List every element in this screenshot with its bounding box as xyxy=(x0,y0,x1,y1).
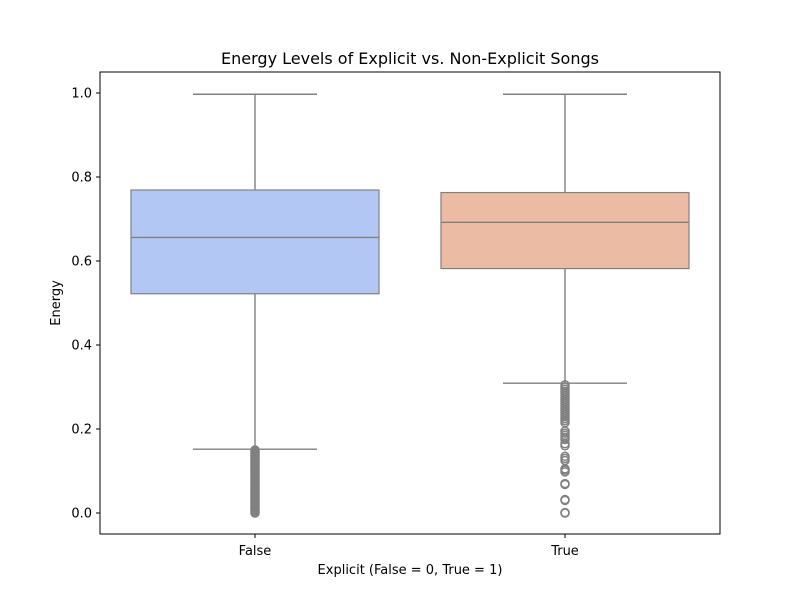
box-true xyxy=(440,93,690,518)
box-false xyxy=(130,93,380,518)
outlier-point xyxy=(560,478,570,489)
x-axis-label: Explicit (False = 0, True = 1) xyxy=(318,563,503,578)
y-axis: 0.0 0.2 0.4 0.6 0.8 1.0 xyxy=(71,87,100,522)
outlier-point xyxy=(250,445,260,455)
outlier-point xyxy=(560,380,570,390)
outlier-point xyxy=(560,451,570,462)
iqr-box xyxy=(130,189,380,295)
y-tick-label: 0.0 xyxy=(71,507,92,522)
y-tick-label: 1.0 xyxy=(71,87,92,102)
y-tick-label: 0.6 xyxy=(71,255,92,270)
y-tick-label: 0.2 xyxy=(71,423,92,438)
plot-frame xyxy=(99,71,721,535)
x-tick-label: False xyxy=(239,544,272,559)
y-tick-label: 0.4 xyxy=(71,339,92,354)
x-tick-label: True xyxy=(550,544,579,559)
iqr-box xyxy=(440,191,690,270)
outlier-point xyxy=(560,494,570,505)
plot-area: 0.0 0.2 0.4 0.6 0.8 1.0 False True xyxy=(71,71,721,559)
chart-title: Energy Levels of Explicit vs. Non-Explic… xyxy=(221,49,599,68)
y-tick-label: 0.8 xyxy=(71,171,92,186)
outlier-point xyxy=(560,507,570,518)
y-axis-label: Energy xyxy=(49,280,64,326)
x-axis: False True xyxy=(239,534,579,559)
box-group xyxy=(130,93,690,518)
